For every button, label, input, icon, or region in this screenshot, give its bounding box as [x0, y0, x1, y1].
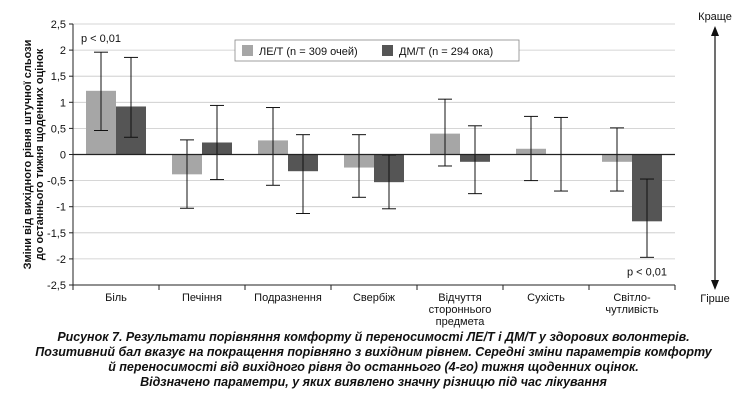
caption-line: й переносимості від вихідного рівня до о…: [108, 360, 639, 374]
p-value-annotation-1: p < 0,01: [627, 266, 667, 278]
y-tick-label: 2: [60, 45, 66, 57]
caption-line: Рисунок 7. Результати порівняння комфорт…: [57, 330, 690, 344]
x-tick-label-line: чутливість: [605, 304, 658, 316]
x-tick-label-6: Світло-чутливість: [605, 292, 658, 316]
legend-swatch-1: [382, 45, 393, 56]
x-tick-label-line: Свербіж: [353, 292, 396, 304]
x-tick-label-1: Печіння: [182, 292, 222, 304]
x-tick-label-line: Подразнення: [254, 292, 322, 304]
scale-arrow-up-icon: [711, 26, 719, 36]
axes: -2,5 -2 -1,5 -1 -0,5 0 0,5 1 1,5 2 2,5 Біль Печіння П…: [47, 19, 676, 328]
x-tick-label-line: Печіння: [182, 292, 222, 304]
better-worse-scale: Краще Гірше: [698, 11, 732, 305]
better-label: Краще: [698, 11, 732, 23]
bars: [86, 90, 662, 222]
y-tick-label: 1,5: [51, 71, 66, 83]
worse-label: Гірше: [700, 293, 729, 305]
legend-label-0: ЛЕ/Т (n = 309 очей): [259, 46, 358, 58]
x-tick-label-line: предмета: [436, 316, 486, 328]
caption-line: Позитивний бал вказує на покращення порі…: [35, 345, 712, 359]
comfort-tolerability-bar-chart: -2,5 -2 -1,5 -1 -0,5 0 0,5 1 1,5 2 2,5 Біль Печіння П…: [22, 11, 732, 328]
x-tick-label-5: Сухість: [527, 292, 565, 304]
annotations: p < 0,01 p < 0,01: [81, 33, 667, 278]
error-bars: [94, 51, 654, 258]
legend-swatch-0: [242, 45, 253, 56]
y-tick-label: -1,5: [47, 228, 66, 240]
y-tick-label: 2,5: [51, 19, 66, 31]
y-tick-label: 1: [60, 97, 66, 109]
x-tick-label-line: Біль: [105, 292, 127, 304]
y-tick-label: -2: [56, 254, 66, 266]
x-tick-label-0: Біль: [105, 292, 127, 304]
x-tick-label-4: Відчуття стороннього предмета: [429, 292, 492, 328]
y-axis-label: Зміни від вихідного рівня штучної сльози…: [22, 40, 46, 270]
x-tick-label-3: Свербіж: [353, 292, 396, 304]
y-axis-label-line2: до останнього тижня щоденних оцінок: [34, 48, 46, 260]
figure-caption: Рисунок 7. Результати порівняння комфорт…: [0, 330, 747, 390]
p-value-annotation-0: p < 0,01: [81, 33, 121, 45]
legend-box: [234, 39, 520, 62]
legend-label-1: ДМ/Т (n = 294 ока): [399, 46, 493, 58]
y-tick-label: 0,5: [51, 123, 66, 135]
x-tick-label-line: Відчуття: [438, 292, 482, 304]
x-tick-label-line: Сухість: [527, 292, 565, 304]
x-tick-label-2: Подразнення: [254, 292, 322, 304]
scale-arrow-down-icon: [711, 280, 719, 290]
y-tick-label: 0: [60, 150, 66, 162]
y-tick-label: -2,5: [47, 280, 66, 292]
y-tick-label: -0,5: [47, 176, 66, 188]
legend: ЛЕ/Т (n = 309 очей) ДМ/Т (n = 294 ока): [234, 39, 520, 62]
x-tick-label-line: стороннього: [429, 304, 492, 316]
y-axis-label-line1: Зміни від вихідного рівня штучної сльози: [22, 40, 34, 270]
caption-line: Відзначено параметри, у яких виявлено зн…: [140, 375, 607, 389]
y-tick-label: -1: [56, 202, 66, 214]
x-tick-label-line: Світло-: [613, 292, 651, 304]
